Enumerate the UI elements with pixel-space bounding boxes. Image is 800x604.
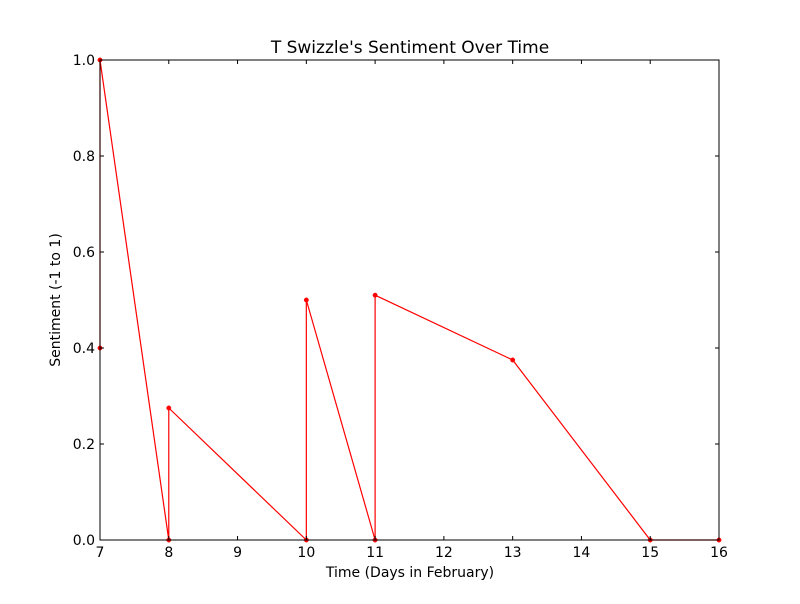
y-tick-label: 0.4 bbox=[73, 341, 95, 357]
x-tick-label: 11 bbox=[366, 545, 384, 561]
plot-frame bbox=[99, 59, 720, 541]
x-tick-label: 16 bbox=[710, 545, 728, 561]
y-tick-label: 1.0 bbox=[73, 53, 95, 69]
y-tick-label: 0.8 bbox=[73, 149, 95, 165]
x-tick-label: 7 bbox=[96, 545, 105, 561]
y-tick-label: 0.6 bbox=[73, 245, 95, 261]
x-tick-label: 14 bbox=[573, 545, 591, 561]
data-point bbox=[166, 405, 172, 411]
x-axis-label: Time (Days in February) bbox=[325, 565, 494, 581]
x-tick-label: 15 bbox=[641, 545, 659, 561]
x-tick-label: 9 bbox=[233, 545, 242, 561]
plot-area: 7 8 9 10 11 12 13 14 15 16 0.0 0.2 0.4 0.6 0.8 1.0 bbox=[73, 53, 728, 561]
x-tick-label: 8 bbox=[164, 545, 173, 561]
y-axis-label: Sentiment (-1 to 1) bbox=[48, 233, 64, 367]
x-tick-label: 10 bbox=[297, 545, 315, 561]
y-tick-label: 0.2 bbox=[73, 437, 95, 453]
data-point bbox=[510, 357, 516, 363]
data-point bbox=[303, 297, 309, 303]
y-tick-label: 0.0 bbox=[73, 533, 95, 549]
x-tick-label: 13 bbox=[504, 545, 522, 561]
chart-title: T Swizzle's Sentiment Over Time bbox=[270, 38, 549, 58]
series-line bbox=[99, 59, 719, 542]
data-point bbox=[372, 292, 378, 298]
x-tick-label: 12 bbox=[435, 545, 453, 561]
